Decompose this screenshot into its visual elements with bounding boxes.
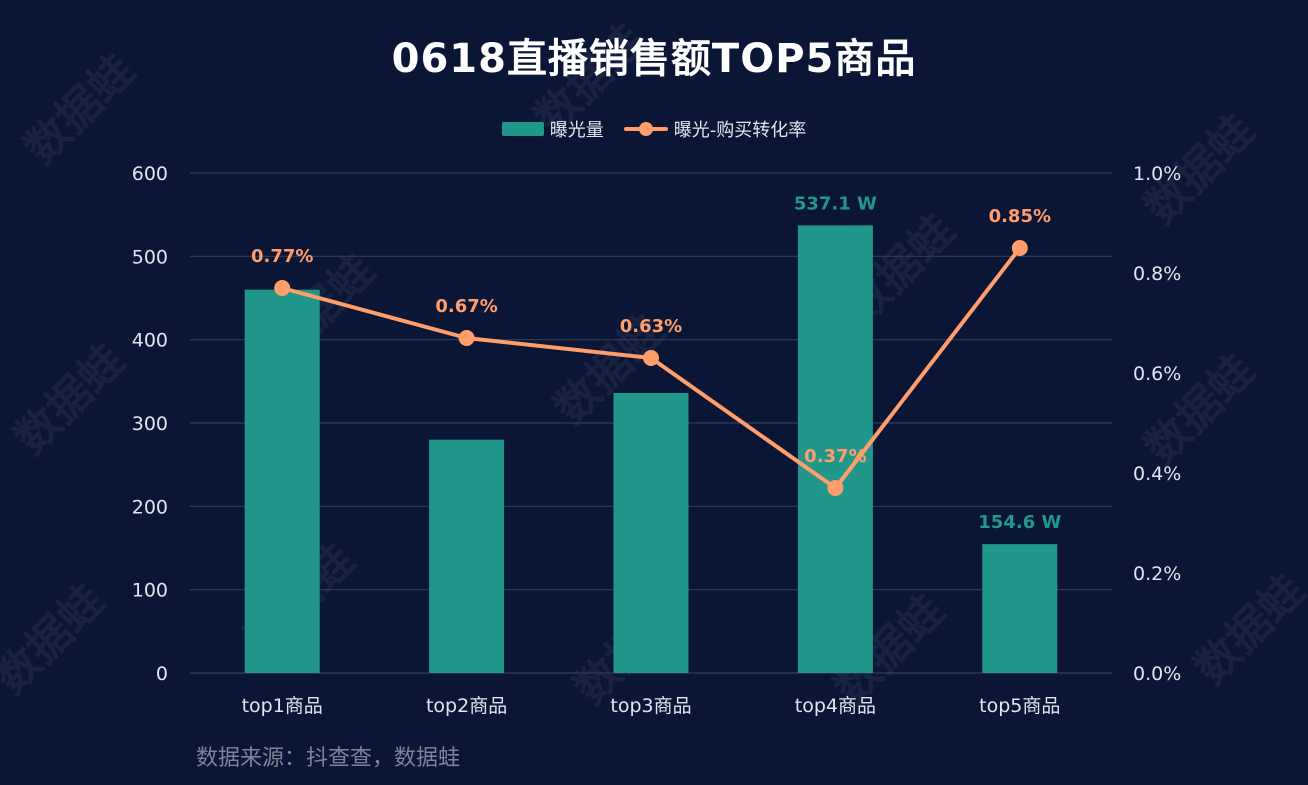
line-point: [1011, 240, 1028, 256]
bar-data-label: 537.1 W: [794, 193, 877, 214]
line-data-label: 0.77%: [251, 246, 313, 267]
legend-item-line[interactable]: 曝光-购买转化率: [623, 116, 807, 142]
x-tick-label: top4商品: [795, 695, 876, 717]
line-point: [274, 280, 291, 296]
chart-title: 0618直播销售额TOP5商品: [391, 36, 917, 82]
legend-bar-swatch: [501, 122, 544, 136]
y-left-tick-label: 0: [156, 663, 168, 685]
y-left-tick-label: 200: [132, 496, 168, 518]
y-left-tick-label: 100: [132, 580, 168, 602]
x-axis: top1商品 top2商品 top3商品 top4商品 top5商品: [242, 695, 1061, 717]
y-right-tick-label: 0.4%: [1133, 463, 1181, 485]
bar: [429, 439, 505, 673]
right-y-axis: 0.0% 0.2% 0.4% 0.6% 0.8% 1.0%: [1133, 163, 1181, 685]
line-point: [827, 480, 844, 496]
bar: [797, 225, 873, 673]
legend-item-bar[interactable]: 曝光量: [501, 116, 604, 142]
y-left-tick-label: 400: [132, 330, 168, 352]
line-point: [458, 330, 475, 346]
line-series: [274, 240, 1028, 496]
bar-data-label: 154.6 W: [978, 512, 1061, 533]
y-left-tick-label: 600: [132, 163, 168, 185]
bar-data-labels: 537.1 W 154.6 W: [794, 193, 1062, 533]
watermark-text: 数据蛙: [5, 335, 134, 464]
y-right-tick-label: 0.2%: [1133, 563, 1181, 585]
bar-series: [244, 225, 1058, 673]
y-left-tick-label: 300: [132, 413, 168, 435]
legend-bar-label: 曝光量: [549, 120, 604, 141]
legend: 曝光量 曝光-购买转化率: [0, 116, 1308, 142]
y-right-tick-label: 0.6%: [1133, 363, 1181, 385]
y-right-tick-label: 0.0%: [1133, 663, 1181, 685]
left-y-axis: 0 100 200 300 400 500 600: [132, 163, 168, 685]
x-tick-label: top1商品: [242, 695, 323, 717]
line-data-label: 0.63%: [620, 316, 682, 337]
watermark-text: 数据蛙: [0, 575, 114, 704]
x-tick-label: top5商品: [979, 695, 1060, 717]
line-data-labels: 0.77% 0.67% 0.63% 0.37% 0.85%: [251, 206, 1051, 467]
legend-line-swatch: [623, 122, 668, 136]
line-data-label: 0.67%: [435, 296, 497, 317]
bar: [613, 393, 689, 673]
y-right-tick-label: 1.0%: [1133, 163, 1181, 185]
data-source-note: 数据来源：抖查查，数据蛙: [196, 746, 461, 771]
bar: [244, 289, 320, 673]
x-tick-label: top2商品: [426, 695, 507, 717]
legend-line-label: 曝光-购买转化率: [673, 120, 807, 141]
line-data-label: 0.85%: [989, 206, 1051, 227]
bar: [982, 544, 1058, 673]
line-point: [643, 350, 659, 366]
watermark-text: 数据蛙: [1185, 565, 1308, 694]
y-right-tick-label: 0.8%: [1133, 263, 1181, 285]
line-data-label: 0.37%: [804, 446, 866, 467]
y-left-tick-label: 500: [132, 246, 168, 268]
x-tick-label: top3商品: [610, 695, 691, 717]
